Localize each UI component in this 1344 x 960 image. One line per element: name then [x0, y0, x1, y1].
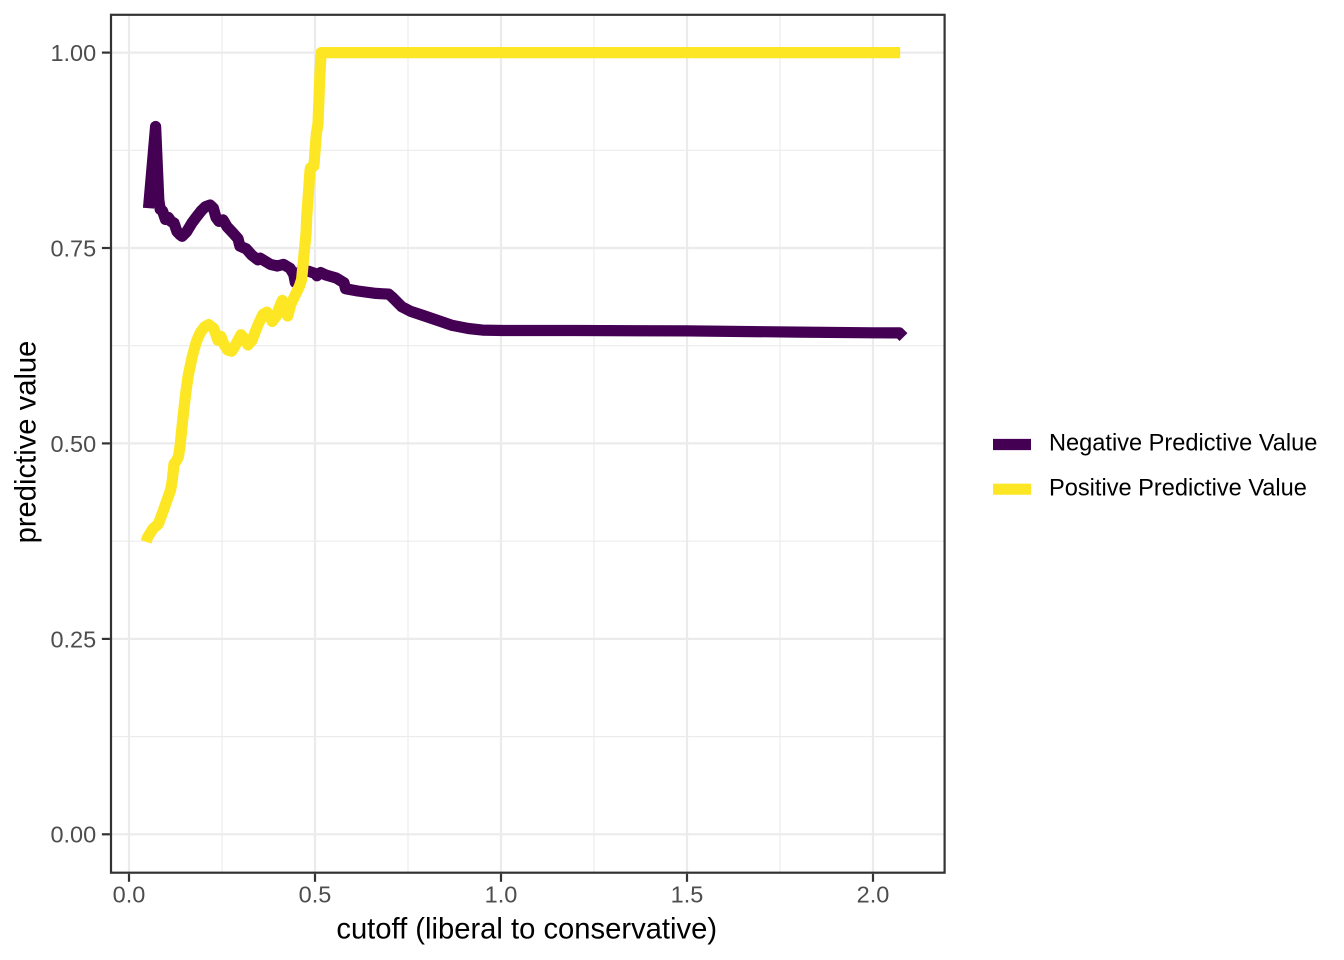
svg-text:0.75: 0.75 [50, 235, 96, 261]
svg-text:0.00: 0.00 [50, 822, 96, 848]
svg-text:0.0: 0.0 [113, 882, 146, 908]
svg-text:1.0: 1.0 [485, 882, 518, 908]
svg-text:0.50: 0.50 [50, 431, 96, 457]
svg-text:Positive Predictive Value: Positive Predictive Value [1049, 475, 1307, 501]
svg-text:predictive value: predictive value [11, 341, 43, 544]
svg-text:cutoff (liberal to conservativ: cutoff (liberal to conservative) [336, 913, 717, 945]
svg-text:1.00: 1.00 [50, 40, 96, 66]
svg-text:2.0: 2.0 [857, 882, 890, 908]
svg-text:Negative Predictive Value: Negative Predictive Value [1049, 431, 1317, 457]
svg-text:0.25: 0.25 [50, 626, 96, 652]
svg-text:0.5: 0.5 [299, 882, 332, 908]
svg-text:1.5: 1.5 [671, 882, 704, 908]
